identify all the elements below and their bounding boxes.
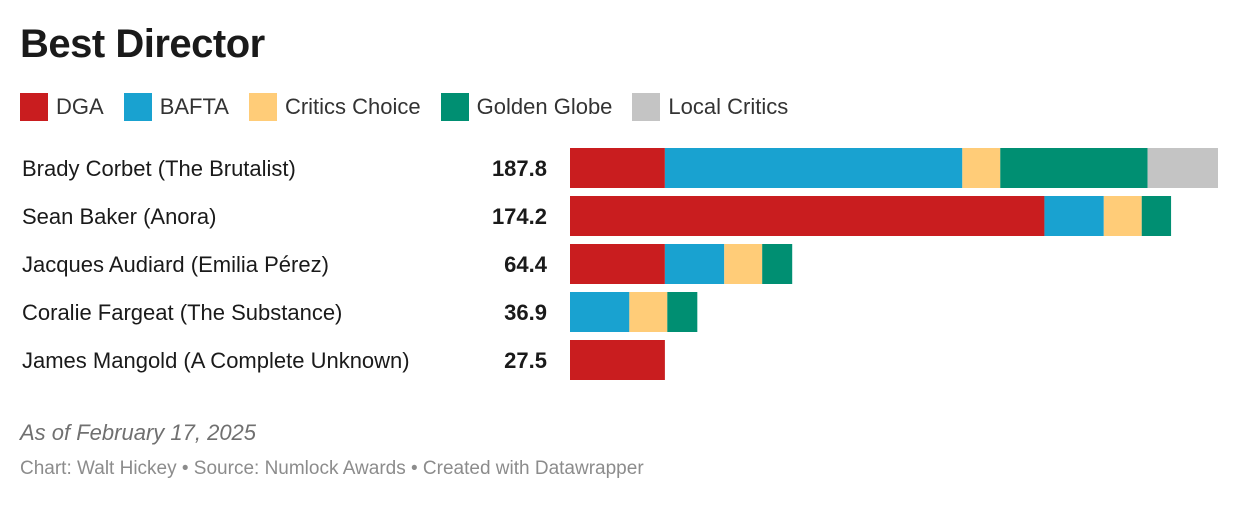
total-value-label: 27.5 bbox=[504, 348, 547, 373]
total-value-label: 64.4 bbox=[504, 252, 548, 277]
legend: DGA BAFTA Critics Choice Golden Globe Local … bbox=[20, 92, 808, 122]
legend-label: Golden Globe bbox=[476, 94, 613, 119]
bar-segment bbox=[1044, 196, 1104, 236]
bar-segment bbox=[664, 244, 725, 284]
legend-label: BAFTA bbox=[159, 94, 229, 119]
category-label: Coralie Fargeat (The Substance) bbox=[22, 300, 342, 325]
category-label: Sean Baker (Anora) bbox=[22, 204, 216, 229]
bar-segment bbox=[570, 292, 630, 332]
date-note: As of February 17, 2025 bbox=[20, 420, 257, 445]
legend-label: Local Critics bbox=[668, 94, 789, 119]
bar-segment bbox=[1141, 196, 1172, 236]
bar-chart: Brady Corbet (The Brutalist) 187.8 Sean Ba… bbox=[22, 148, 1218, 380]
legend-swatch bbox=[440, 93, 469, 121]
bar-segment bbox=[762, 244, 793, 284]
bar-segment bbox=[1103, 196, 1142, 236]
source-credit: Chart: Walt Hickey • Source: Numlock Awa… bbox=[20, 458, 644, 479]
legend-item: Critics Choice bbox=[248, 93, 421, 121]
bar-segment bbox=[962, 148, 1001, 188]
legend-label: Critics Choice bbox=[284, 94, 421, 119]
legend-swatch bbox=[20, 93, 48, 121]
legend-label: DGA bbox=[56, 94, 104, 119]
chart-title: Best Director bbox=[20, 22, 265, 66]
legend-swatch bbox=[632, 93, 661, 121]
category-label: James Mangold (A Complete Unknown) bbox=[22, 348, 410, 373]
total-value-label: 174.2 bbox=[492, 204, 547, 229]
bar-segment bbox=[1147, 148, 1218, 188]
legend-swatch bbox=[248, 93, 277, 121]
total-value-label: 187.8 bbox=[492, 156, 547, 181]
legend-item: BAFTA bbox=[123, 93, 229, 121]
bar-segment bbox=[570, 196, 1045, 236]
bar-segment bbox=[1000, 148, 1148, 188]
category-label: Jacques Audiard (Emilia Pérez) bbox=[22, 252, 329, 277]
legend-swatch bbox=[123, 93, 152, 121]
legend-item: DGA bbox=[20, 93, 104, 121]
bar-segment bbox=[570, 244, 665, 284]
total-value-label: 36.9 bbox=[504, 300, 547, 325]
bar-segment bbox=[664, 148, 963, 188]
bar-segment bbox=[570, 148, 665, 188]
bar-segment bbox=[570, 340, 665, 380]
bar-segment bbox=[629, 292, 668, 332]
legend-item: Local Critics bbox=[632, 93, 788, 121]
bar-segment bbox=[667, 292, 698, 332]
legend-item: Golden Globe bbox=[440, 93, 613, 121]
category-label: Brady Corbet (The Brutalist) bbox=[22, 156, 296, 181]
bar-segment bbox=[724, 244, 763, 284]
